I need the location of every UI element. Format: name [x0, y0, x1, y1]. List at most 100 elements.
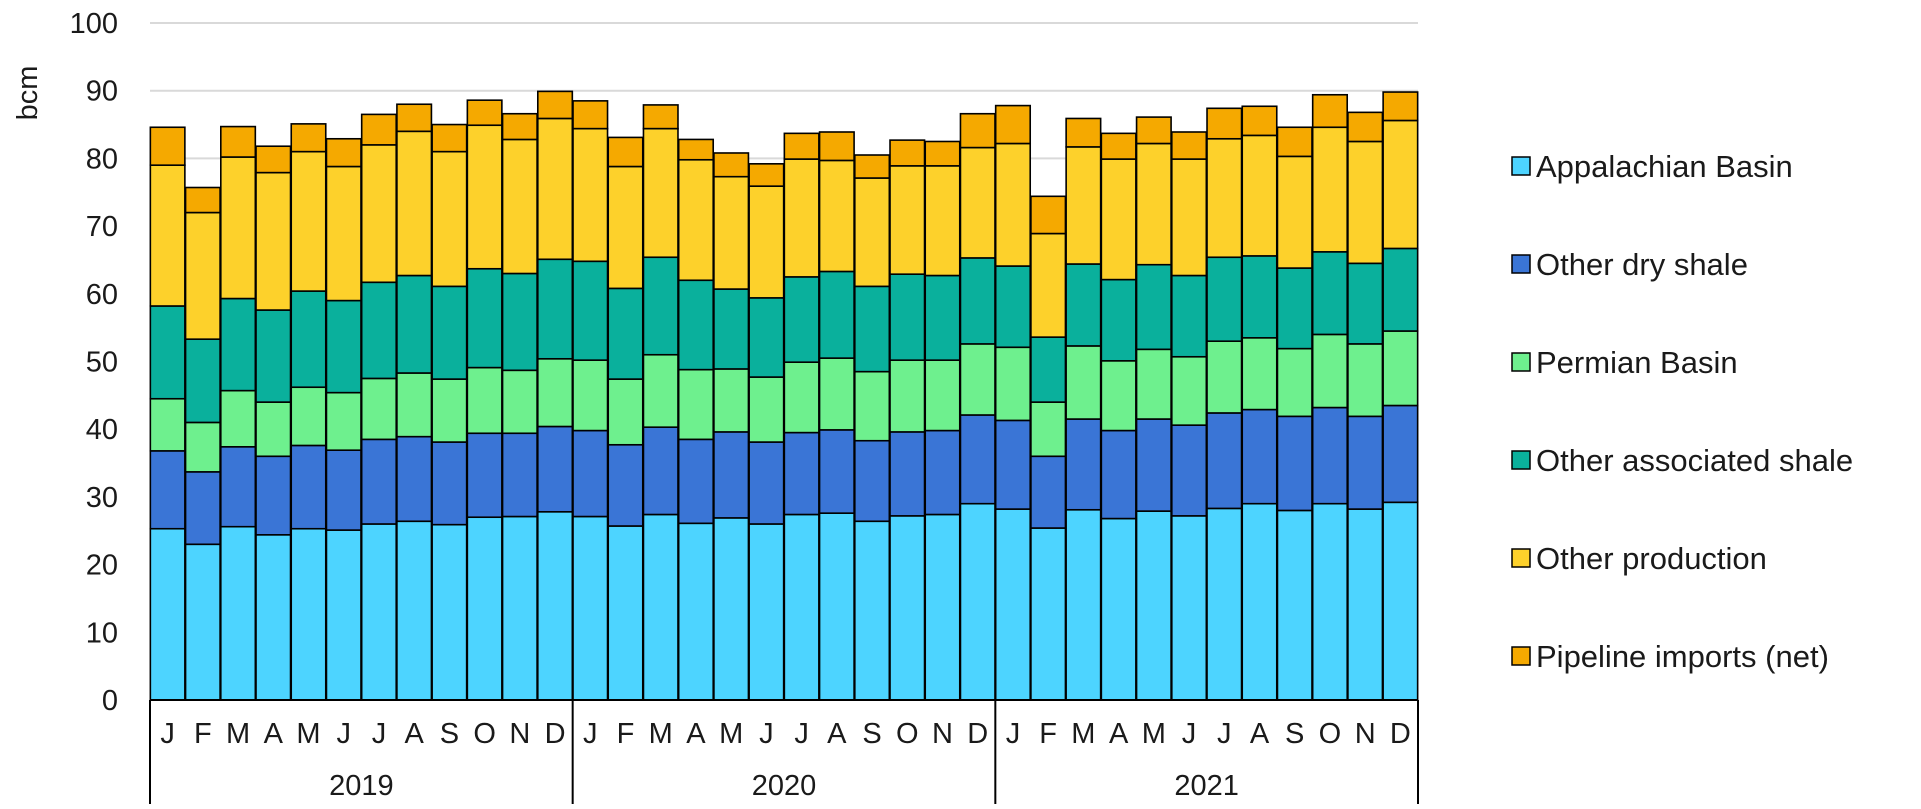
- bar-segment: [466, 366, 503, 435]
- bar-segment: [1171, 424, 1208, 517]
- bars: [149, 90, 1419, 701]
- x-tick-label: A: [686, 718, 706, 750]
- bar-segment: [607, 378, 644, 446]
- bar-segment: [220, 389, 257, 448]
- legend-swatch: [1511, 254, 1531, 274]
- bar-segment: [818, 159, 855, 273]
- bar-segment: [220, 297, 257, 392]
- x-tick-label: A: [1109, 718, 1129, 750]
- y-tick-label: 70: [86, 211, 118, 243]
- bar-segment: [1311, 406, 1349, 505]
- bar-segment: [149, 126, 186, 166]
- bar-segment: [889, 359, 926, 433]
- bar-segment: [783, 513, 820, 701]
- bar-segment: [818, 429, 855, 514]
- bar-segment: [396, 130, 433, 277]
- bar-segment: [1347, 343, 1384, 418]
- bar-segment: [1311, 333, 1349, 409]
- legend: Appalachian Basin Other dry shale Permian …: [1511, 149, 1853, 674]
- bar-segment: [360, 438, 398, 525]
- bar-segment: [783, 132, 820, 160]
- bar-segment: [536, 117, 574, 261]
- bar-segment: [889, 273, 926, 361]
- bar-segment: [501, 515, 538, 701]
- bar-segment: [290, 444, 327, 530]
- bar-segment: [748, 441, 785, 525]
- x-tick-label: F: [1039, 718, 1057, 750]
- bar-segment: [1311, 502, 1349, 701]
- x-axis: J F M A M J J A S O N D J F M A M J J A S O N D J F M A M J J A S O N D2019…: [149, 699, 1419, 804]
- bar-segment: [924, 140, 961, 167]
- bar-segment: [994, 104, 1032, 145]
- legend-label: Other associated shale: [1536, 443, 1853, 478]
- bar-segment: [607, 136, 644, 168]
- bar-segment: [818, 131, 855, 162]
- bar-segment: [818, 357, 855, 431]
- bar-segment: [1135, 510, 1172, 701]
- bar-segment: [466, 267, 503, 369]
- bar-segment: [1311, 251, 1349, 336]
- bar-segment: [501, 272, 538, 372]
- bar-segment: [466, 516, 503, 701]
- bar-segment: [431, 123, 468, 153]
- bar-segment: [783, 431, 820, 516]
- bar-segment: [1100, 278, 1137, 362]
- bar-segment: [1382, 404, 1419, 504]
- bar-segment: [1276, 415, 1313, 512]
- bar-segment: [360, 144, 398, 284]
- bar-segment: [466, 124, 503, 270]
- bar-segment: [1100, 158, 1137, 281]
- bar-segment: [1065, 418, 1102, 511]
- y-tick-label: 0: [102, 685, 118, 717]
- bar-segment: [924, 274, 961, 361]
- bar-segment: [889, 139, 926, 167]
- bar-segment: [536, 425, 574, 513]
- bar-segment: [396, 103, 433, 133]
- bar-segment: [1135, 142, 1172, 266]
- x-tick-label: A: [264, 718, 284, 750]
- legend-label: Other production: [1536, 541, 1767, 576]
- bar-segment: [959, 502, 996, 701]
- bar-segment: [677, 158, 715, 282]
- bar-segment: [818, 270, 855, 359]
- y-axis-label: bcm: [12, 66, 44, 121]
- bar-segment: [853, 370, 891, 442]
- bar-segment: [677, 138, 715, 161]
- bar-segment: [1135, 418, 1172, 512]
- bar-segment: [396, 274, 433, 374]
- bar-segment: [924, 359, 961, 432]
- bar-segment: [994, 265, 1032, 349]
- bar-segment: [572, 100, 609, 130]
- bar-segment: [536, 90, 574, 120]
- bar-segment: [1030, 336, 1067, 403]
- bar-segment: [783, 158, 820, 278]
- bar-segment: [1276, 155, 1313, 269]
- x-tick-label: O: [473, 718, 496, 750]
- bar-segment: [1276, 126, 1313, 158]
- bar-segment: [1241, 255, 1278, 339]
- bar-segment: [713, 175, 750, 290]
- bar-segment: [396, 435, 433, 523]
- bar-segment: [748, 297, 785, 378]
- bar-segment: [1100, 132, 1137, 160]
- bar-segment: [1206, 412, 1243, 510]
- bar-segment: [748, 185, 785, 299]
- bar-segment: [290, 123, 327, 153]
- bar-segment: [572, 359, 609, 432]
- bar-segment: [1135, 263, 1172, 351]
- bar-segment: [431, 150, 468, 288]
- bar-segment: [642, 353, 679, 428]
- bar-segment: [1276, 509, 1313, 701]
- bar-segment: [713, 368, 750, 433]
- bar-segment: [184, 338, 221, 424]
- bar-segment: [1241, 337, 1278, 411]
- bar-segment: [642, 127, 679, 259]
- y-tick-label: 100: [70, 8, 118, 40]
- legend-label: Pipeline imports (net): [1536, 639, 1829, 674]
- bar-segment: [255, 455, 292, 536]
- bar-segment: [360, 113, 398, 146]
- bar-segment: [1030, 401, 1067, 458]
- bar-segment: [325, 529, 362, 701]
- bar-segment: [536, 357, 574, 428]
